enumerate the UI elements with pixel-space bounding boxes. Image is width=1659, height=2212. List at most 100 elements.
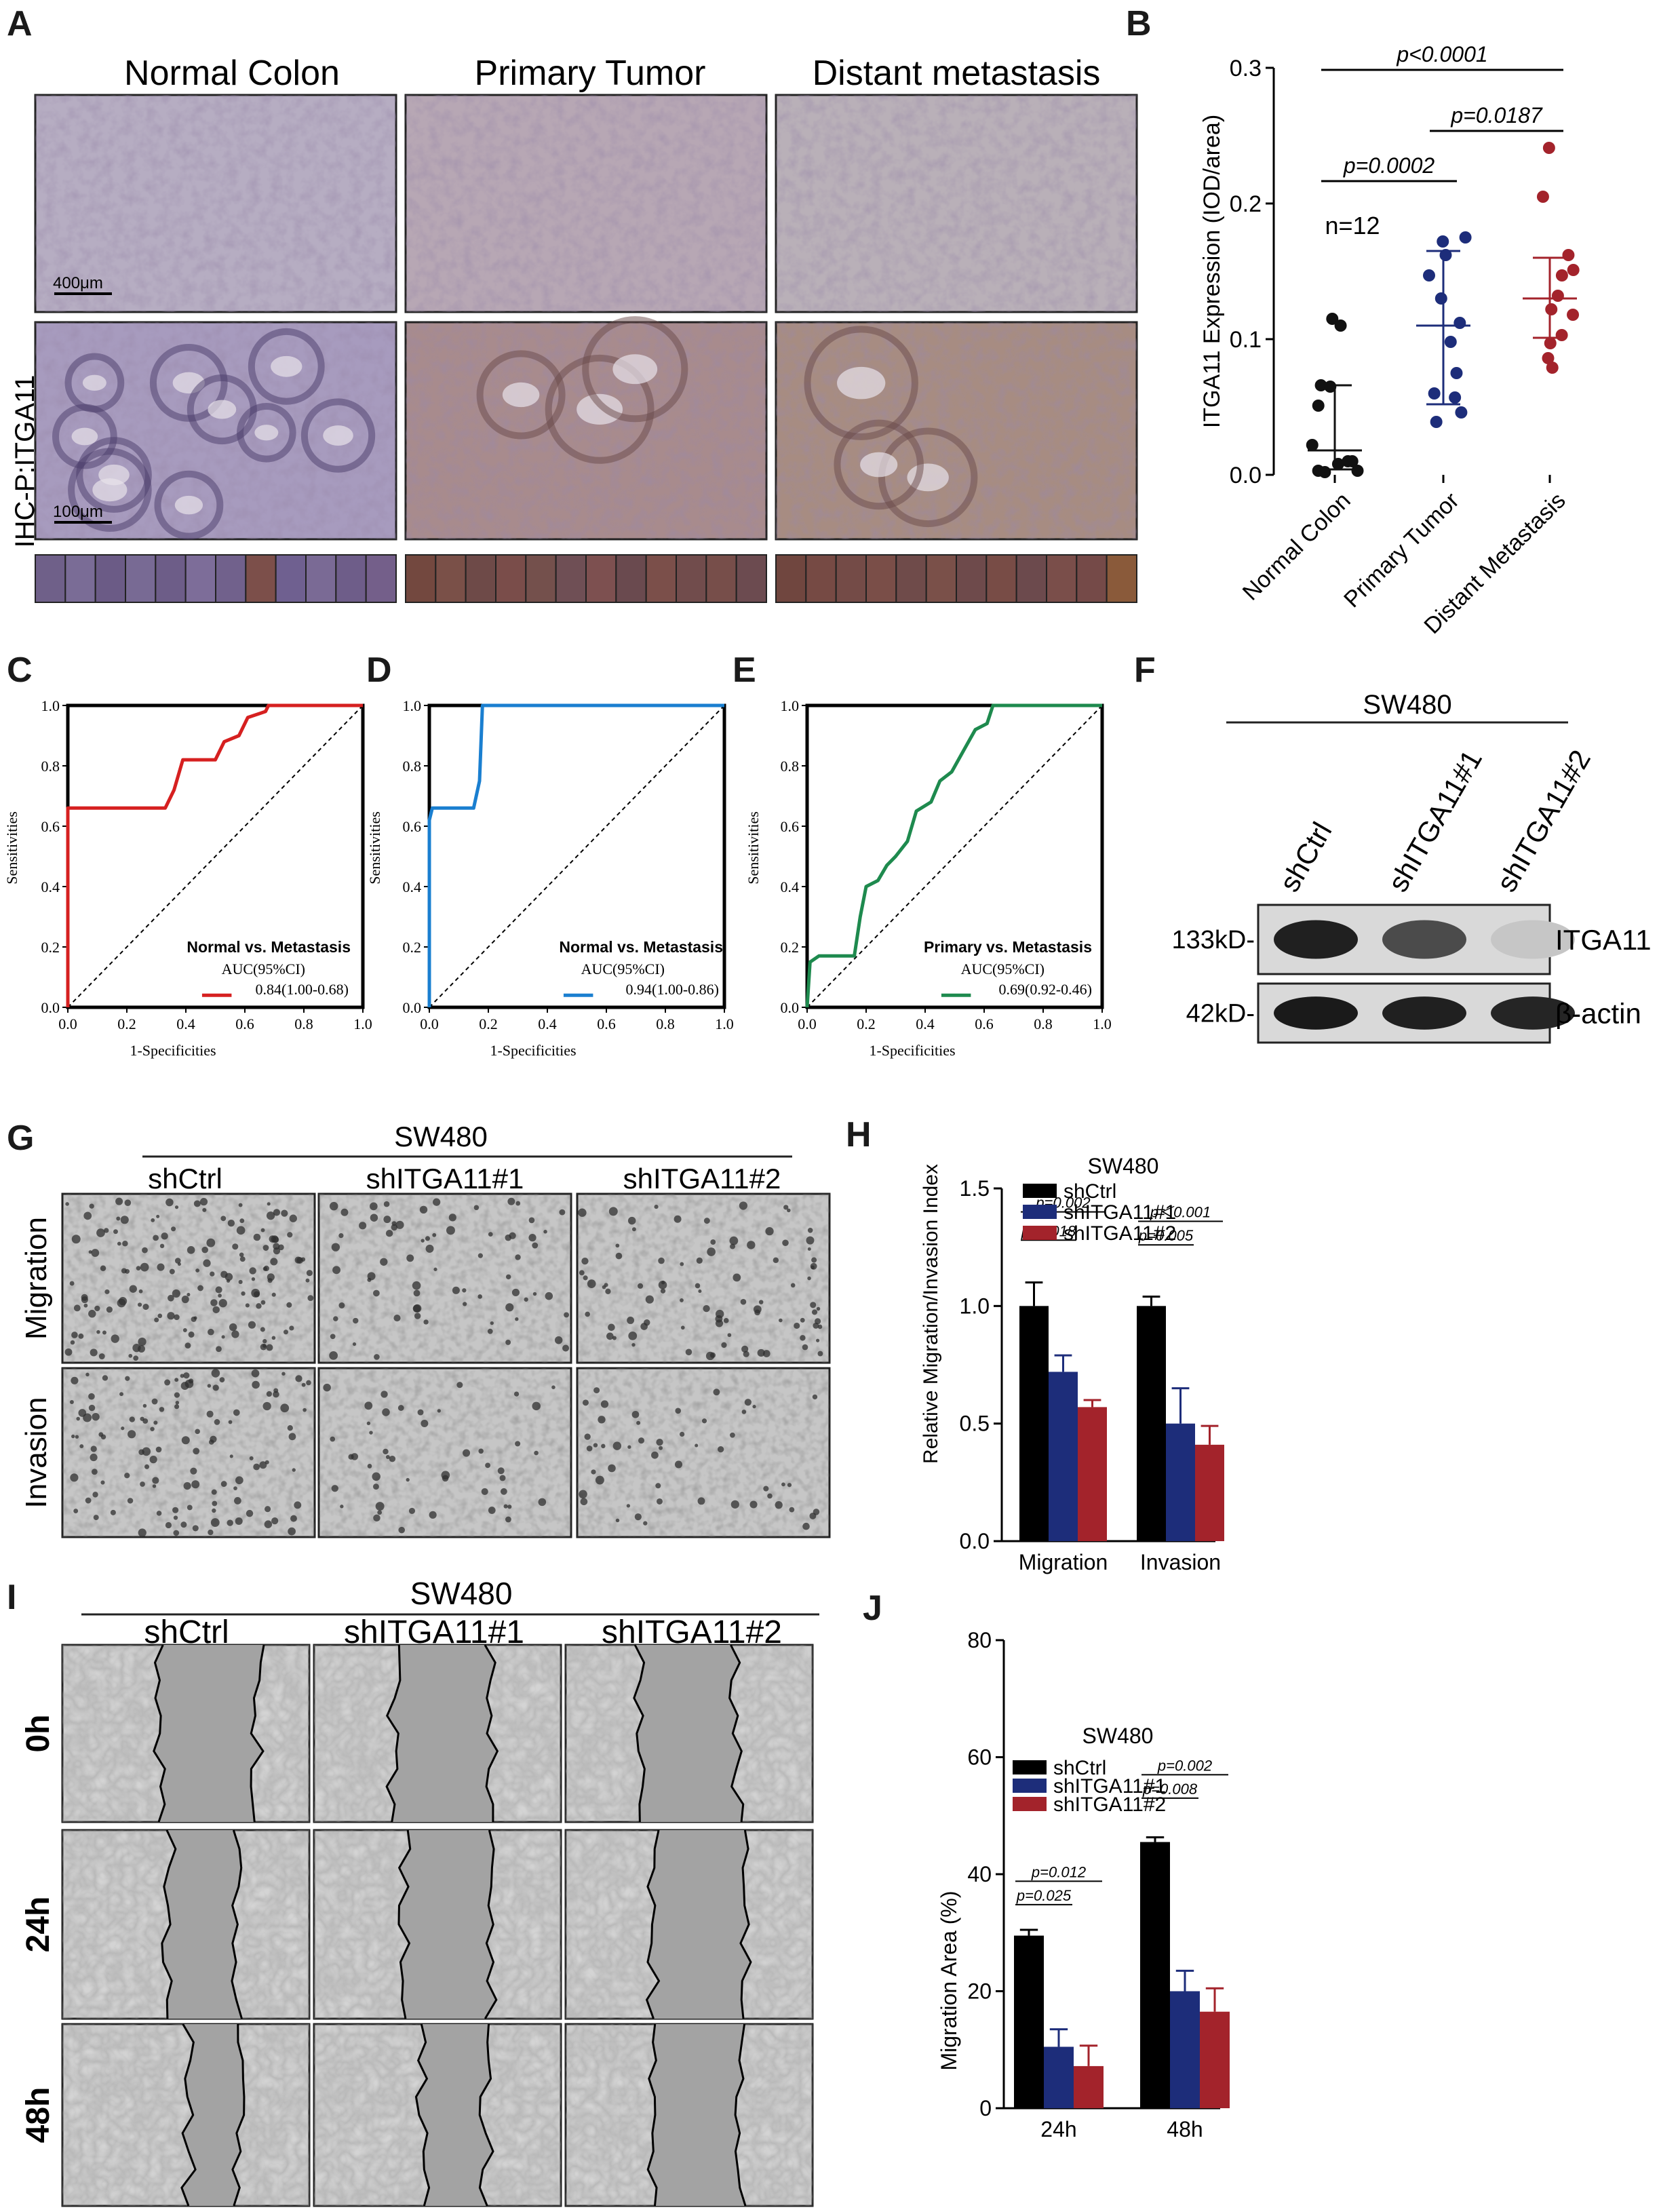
legend-label: shITGA11#2 — [1063, 1222, 1176, 1245]
stained-cell — [477, 1253, 483, 1258]
stained-cell — [787, 1483, 792, 1488]
stained-cell — [615, 1243, 620, 1248]
legend-swatch — [1013, 1760, 1047, 1774]
stained-cell — [208, 1328, 214, 1336]
stained-cell — [463, 1449, 471, 1457]
stained-cell — [545, 1292, 553, 1300]
x-tick-label: 0.8 — [656, 1015, 675, 1032]
stained-cell — [524, 1297, 528, 1302]
stained-cell — [289, 1214, 297, 1222]
stained-cell — [267, 1273, 275, 1281]
data-point — [1326, 313, 1339, 325]
stained-cell — [155, 1446, 162, 1453]
stained-cell — [757, 1348, 765, 1357]
j-y-axis-label: Migration Area (%) — [937, 1891, 961, 2071]
data-point — [1324, 381, 1337, 393]
y-tick-label: 1.0 — [41, 697, 60, 714]
stained-cell — [137, 1302, 142, 1307]
stained-cell — [707, 1247, 716, 1256]
stained-cell — [338, 1233, 344, 1239]
stained-cell — [631, 1227, 636, 1232]
stained-cell — [187, 1293, 191, 1297]
y-tick-label: 60 — [967, 1745, 992, 1770]
stained-cell — [586, 1445, 593, 1452]
e-auc-value: 0.69(0.92-0.46) — [999, 981, 1092, 998]
stained-cell — [136, 1266, 141, 1270]
color-swatch — [245, 554, 277, 603]
wound-gap — [161, 1830, 242, 2019]
color-swatch — [94, 554, 127, 603]
stained-cell — [266, 1344, 273, 1351]
stained-cell — [90, 1445, 97, 1452]
stained-cell — [78, 1333, 84, 1339]
stained-cell — [593, 1443, 598, 1448]
stained-cell — [104, 1228, 109, 1233]
stained-cell — [723, 1318, 729, 1323]
stained-cell — [91, 1249, 100, 1257]
protein-band — [1491, 920, 1575, 959]
stained-cell — [385, 1455, 390, 1460]
stained-cell — [419, 1205, 428, 1214]
ihc-lumen — [82, 374, 106, 391]
ihc-image-texture — [35, 95, 396, 312]
stained-cell — [90, 1453, 98, 1462]
stained-cell — [593, 1387, 600, 1394]
x-tick-label: 0.0 — [58, 1015, 77, 1032]
stained-cell — [406, 1477, 410, 1482]
stained-cell — [697, 1497, 705, 1505]
wound-edge — [734, 2023, 747, 2207]
color-swatch — [495, 554, 527, 603]
ihc-gland — [154, 470, 224, 540]
stained-cell — [253, 1291, 260, 1298]
stained-cell — [432, 1233, 437, 1237]
stained-cell — [152, 1477, 159, 1484]
roc-chart-d: 0.00.0 0.2 0.2 0.4 0.4 0.6 0.6 0.8 0.8 1.0 1.0 — [403, 697, 734, 1032]
x-tick-label: 0.8 — [1034, 1015, 1053, 1032]
stained-cell — [811, 1257, 817, 1263]
data-point — [1450, 367, 1463, 379]
stained-cell — [456, 1382, 463, 1389]
stained-cell — [372, 1483, 379, 1490]
image-texture — [319, 1368, 571, 1537]
data-point — [1437, 235, 1449, 248]
stained-cell — [71, 1376, 79, 1384]
cell-texture — [62, 2024, 309, 2206]
protein-band — [1491, 996, 1575, 1030]
c-y-axis-label: Sensitivities — [3, 811, 20, 885]
stained-cell — [161, 1233, 168, 1240]
color-swatch — [1015, 554, 1047, 603]
stained-cell — [660, 1288, 666, 1294]
panel-h: H Relative Migration/Invasion Index SW48… — [846, 1115, 1224, 1574]
stained-cell — [628, 1331, 638, 1340]
wound-gap — [416, 2024, 494, 2206]
stained-cell — [113, 1229, 118, 1235]
y-tick-label: 0.3 — [1230, 56, 1262, 81]
data-point — [1545, 303, 1558, 315]
stained-cell — [587, 1279, 596, 1288]
stained-cell — [98, 1353, 105, 1360]
stained-cell — [733, 1273, 741, 1282]
stained-cell — [330, 1436, 336, 1442]
stained-cell — [92, 1492, 98, 1498]
panel-label-e: E — [733, 651, 756, 690]
stained-cell — [78, 1409, 87, 1417]
bar-chart-h: 0.00.51.01.5MigrationInvasionp=0.002p=0.… — [960, 1176, 1224, 1574]
ihc-lumen — [271, 355, 302, 377]
image-texture — [577, 1368, 829, 1537]
stained-cell — [238, 1279, 243, 1284]
stained-cell — [215, 1286, 222, 1294]
wound-edge — [231, 1829, 243, 2019]
p-value-label: p=0.0002 — [1343, 153, 1435, 178]
stained-cell — [180, 1374, 184, 1378]
stained-cell — [239, 1256, 246, 1262]
color-swatch — [305, 554, 337, 603]
e-title: Primary vs. Metastasis — [924, 938, 1092, 956]
stained-cell — [446, 1226, 455, 1235]
stained-cell — [76, 1416, 80, 1421]
stained-cell — [329, 1201, 338, 1211]
stained-cell — [816, 1338, 820, 1342]
stained-cell — [265, 1460, 269, 1464]
stained-cell — [88, 1250, 92, 1254]
